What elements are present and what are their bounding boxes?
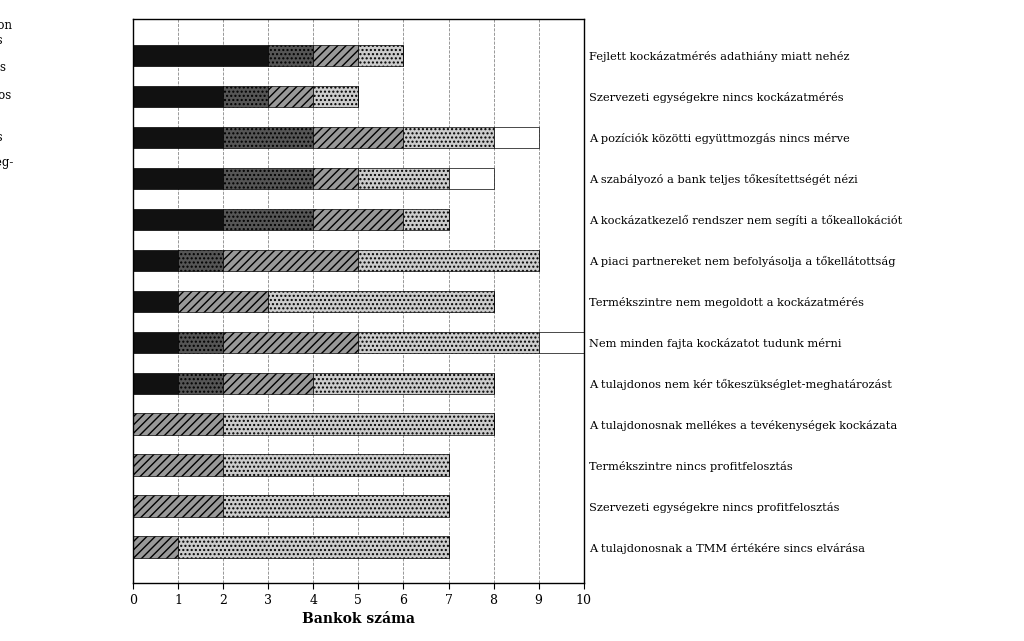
Bar	[223, 495, 449, 517]
Bar	[178, 372, 223, 394]
Bar	[223, 168, 313, 189]
Bar	[133, 45, 268, 66]
X-axis label: Bankok száma: Bankok száma	[302, 612, 415, 626]
Legend: Nagyon
fontos, Fontos, Átlagos, Nem
fontos, Lényeg-
telen: Nagyon fontos, Fontos, Átlagos, Nem font…	[0, 19, 14, 185]
Bar	[223, 372, 313, 394]
Bar	[133, 413, 223, 435]
Bar	[178, 537, 449, 558]
Bar	[223, 249, 358, 271]
Bar	[133, 454, 223, 476]
Bar	[358, 168, 449, 189]
Bar	[358, 45, 403, 66]
Bar	[133, 127, 223, 148]
Bar	[313, 86, 358, 107]
Bar	[403, 209, 449, 230]
Bar	[133, 372, 178, 394]
Bar	[539, 331, 584, 353]
Bar	[223, 127, 313, 148]
Bar	[133, 290, 178, 312]
Bar	[358, 249, 539, 271]
Bar	[223, 209, 313, 230]
Bar	[133, 331, 178, 353]
Bar	[133, 168, 223, 189]
Bar	[449, 168, 494, 189]
Bar	[313, 168, 358, 189]
Bar	[313, 127, 403, 148]
Bar	[133, 249, 178, 271]
Bar	[403, 127, 494, 148]
Bar	[133, 209, 223, 230]
Bar	[178, 249, 223, 271]
Bar	[313, 209, 403, 230]
Bar	[133, 537, 178, 558]
Bar	[178, 290, 268, 312]
Bar	[268, 290, 494, 312]
Bar	[223, 413, 494, 435]
Bar	[223, 454, 449, 476]
Bar	[268, 86, 313, 107]
Bar	[223, 331, 358, 353]
Bar	[494, 127, 539, 148]
Bar	[133, 86, 223, 107]
Bar	[268, 45, 313, 66]
Bar	[178, 331, 223, 353]
Bar	[358, 331, 539, 353]
Bar	[313, 372, 494, 394]
Bar	[313, 45, 358, 66]
Bar	[133, 495, 223, 517]
Bar	[223, 86, 268, 107]
